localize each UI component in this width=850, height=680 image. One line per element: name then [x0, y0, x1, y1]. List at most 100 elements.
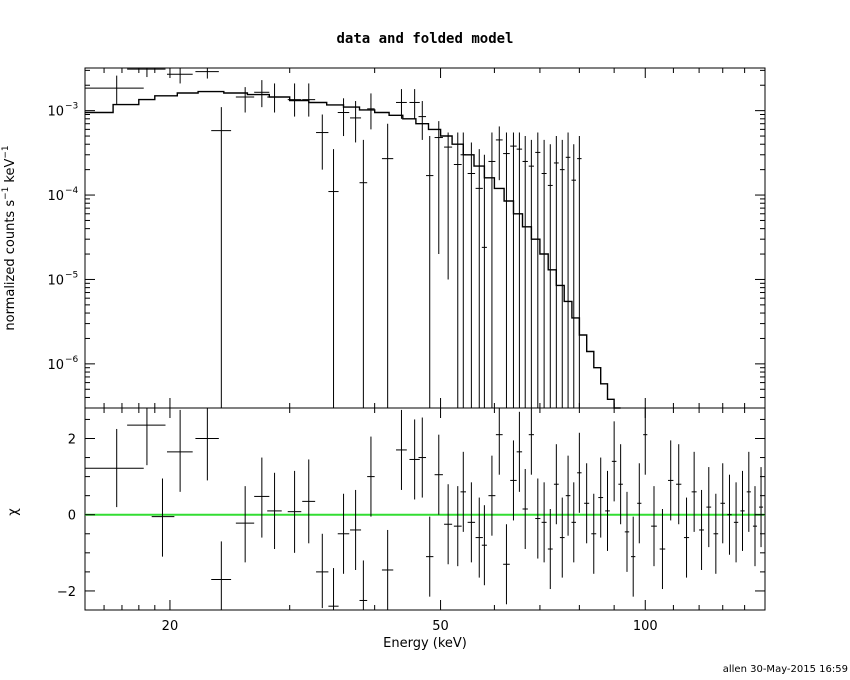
spectrum-data-point — [453, 132, 462, 408]
residual-data-point — [381, 529, 394, 610]
spectrum-data-point — [316, 114, 329, 170]
residual-data-point — [235, 486, 255, 563]
spectrum-data-point — [350, 101, 362, 143]
residual-data-point — [547, 509, 553, 590]
residual-data-point — [211, 541, 232, 610]
residual-data-point — [577, 432, 582, 513]
y-tick-exponent: −6 — [65, 355, 79, 365]
x-tick-label: 100 — [633, 619, 658, 634]
residual-data-point — [85, 428, 144, 508]
residual-data-point — [733, 482, 739, 563]
spectrum-data-point — [535, 132, 541, 408]
residual-data-point — [676, 444, 682, 525]
residual-data-point — [571, 482, 577, 563]
spectrum-data-point — [418, 101, 427, 140]
residual-data-point — [651, 486, 657, 567]
residual-data-point — [337, 493, 350, 574]
residual-data-point — [195, 408, 219, 481]
residual-data-point — [541, 482, 547, 563]
spectrum-data-point — [577, 136, 582, 408]
spectrum-panel: 10−310−410−510−6 — [47, 67, 766, 409]
spectrum-data-point — [481, 154, 487, 408]
model-step-line — [85, 90, 621, 409]
spectrum-data-point — [127, 68, 166, 78]
y-tick-exponent: −5 — [65, 270, 78, 280]
spectrum-data-point — [553, 136, 559, 408]
residual-data-point — [396, 409, 407, 490]
residual-data-point — [699, 489, 704, 570]
spectrum-data-point — [426, 136, 434, 408]
spectrum-y-ticks: 10−310−410−510−6 — [47, 69, 765, 409]
spectrum-x-ticks — [84, 68, 766, 408]
residual-data-point — [444, 484, 453, 565]
y-tick-exponent: −3 — [65, 102, 78, 112]
residual-data-point — [683, 497, 690, 578]
residual-data-point — [367, 436, 375, 517]
residual-data-point — [553, 444, 559, 525]
spectrum-data-point — [434, 121, 443, 255]
spectrum-data-point — [287, 83, 302, 117]
y-tick-label: 10 — [47, 189, 64, 204]
chart-title: data and folded model — [336, 31, 513, 47]
residual-data-point — [565, 455, 571, 536]
spectrum-data-point — [211, 107, 232, 408]
x-axis-label: Energy (keV) — [383, 636, 467, 651]
y-tick-label: 10 — [47, 358, 64, 373]
residual-data-point — [475, 497, 483, 578]
residual-data-point — [691, 451, 697, 532]
spectrum-data-point — [467, 142, 476, 408]
spectrum-data-point — [444, 132, 453, 280]
residual-data-point — [488, 455, 496, 536]
y-tick-label: 10 — [47, 273, 64, 288]
spectrum-data-point — [328, 149, 339, 408]
residual-data-point — [254, 457, 270, 538]
spectrum-data-point — [528, 139, 534, 408]
spectrum-data-point — [254, 80, 270, 108]
spectrum-y-axis-label: normalized counts s−1keV−1 — [1, 145, 18, 330]
residual-data-point — [643, 408, 648, 475]
spectrum-data-point — [396, 89, 407, 119]
spectrum-data-points — [85, 68, 582, 408]
spectrum-data-point — [409, 89, 420, 119]
residual-data-point — [495, 408, 503, 475]
residual-data-point — [584, 463, 590, 544]
y-tick-exponent: −4 — [65, 186, 79, 196]
residual-data-point — [637, 463, 642, 544]
residual-data-point — [746, 451, 751, 532]
residual-data-point — [359, 560, 368, 610]
y-tick-label: 2 — [68, 432, 76, 447]
residual-y-axis-label: χ — [6, 508, 21, 516]
residual-data-point — [287, 470, 302, 553]
residual-data-point — [713, 493, 719, 574]
spectrum-data-point — [522, 136, 528, 408]
residual-data-points — [85, 408, 764, 610]
residual-data-point — [166, 409, 193, 492]
spectrum-data-point — [337, 98, 350, 137]
x-tick-label: 20 — [162, 619, 179, 634]
residual-x-ticks: 20 50 100 — [84, 408, 766, 634]
residual-data-point — [624, 491, 630, 572]
residual-panel-frame — [84, 407, 766, 611]
timestamp-stamp: allen 30-May-2015 16:59 — [723, 664, 848, 675]
residual-data-point — [151, 478, 175, 557]
residual-data-point — [481, 505, 487, 586]
residual-data-point — [598, 457, 604, 538]
residual-data-point — [316, 533, 329, 609]
spectrum-data-point — [488, 132, 496, 408]
spectrum-data-point — [302, 83, 316, 117]
spectrum-data-point — [359, 139, 368, 408]
residual-data-point — [720, 463, 726, 544]
residual-data-point — [434, 434, 443, 515]
residual-data-point — [605, 470, 610, 551]
residual-data-point — [618, 444, 623, 525]
y-tick-label: 0 — [68, 509, 76, 524]
residual-data-point — [350, 489, 362, 570]
spectrum-data-point — [547, 144, 553, 408]
residual-data-point — [467, 482, 476, 563]
residual-data-point — [328, 568, 339, 610]
residual-panel: 20−2 20 50 100 — [57, 407, 766, 634]
residual-data-point — [426, 516, 434, 597]
residual-data-point — [535, 478, 541, 559]
residual-data-point — [611, 421, 617, 502]
